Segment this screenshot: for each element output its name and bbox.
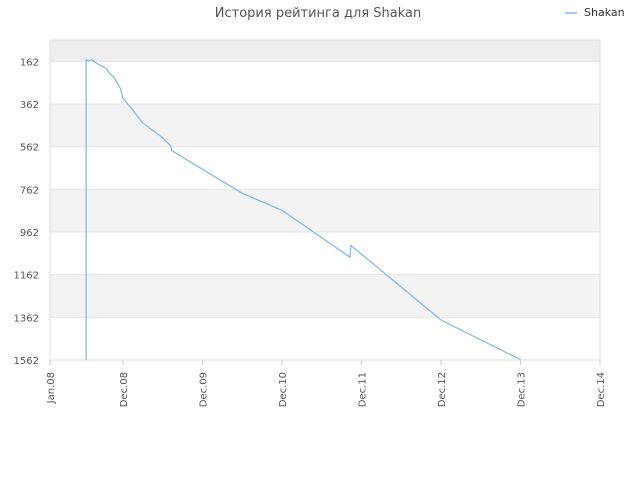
grid-band bbox=[50, 104, 600, 147]
x-tick-label: Dec.14 bbox=[596, 372, 607, 407]
y-tick-label: 562 bbox=[20, 143, 39, 154]
y-tick-label: 962 bbox=[20, 228, 39, 239]
x-tick-label: Dec.11 bbox=[357, 372, 368, 407]
x-tick-label: Dec.09 bbox=[198, 372, 209, 407]
y-tick-label: 1362 bbox=[14, 313, 39, 324]
x-tick-label: Jan.08 bbox=[46, 372, 57, 404]
y-tick-label: 362 bbox=[20, 100, 39, 111]
y-tick-label: 1562 bbox=[14, 356, 39, 367]
x-tick-label: Dec.08 bbox=[119, 372, 130, 407]
x-tick-label: Dec.13 bbox=[517, 372, 528, 407]
legend-label-shakan[interactable]: Shakan bbox=[584, 6, 625, 19]
grid-band bbox=[50, 274, 600, 318]
chart-title: История рейтинга для Shakan bbox=[215, 6, 421, 21]
grid-band bbox=[50, 189, 600, 232]
plot-border bbox=[49, 39, 601, 361]
plot-area: 162 362 562 762 962 1162 1362 1562 Jan.08 Dec.08 D… bbox=[14, 39, 607, 407]
grid-band bbox=[50, 40, 600, 62]
x-tick-label: Dec.10 bbox=[278, 372, 289, 407]
y-tick-label: 762 bbox=[20, 185, 39, 196]
x-tick-label: Dec.12 bbox=[437, 372, 448, 407]
series-line-shakan bbox=[85, 59, 521, 361]
y-tick-label: 162 bbox=[20, 57, 39, 68]
y-tick-label: 1162 bbox=[14, 271, 39, 282]
